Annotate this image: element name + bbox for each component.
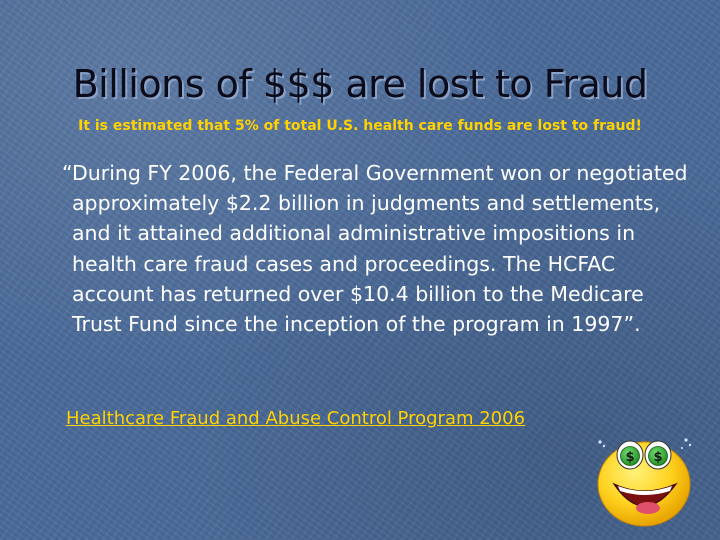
money-eyes-smiley-icon: $ $ xyxy=(597,438,692,527)
dollar-eye-right-icon: $ xyxy=(644,440,672,470)
source-link[interactable]: Healthcare Fraud and Abuse Control Progr… xyxy=(66,408,526,429)
quote-text: “During FY 2006, the Federal Government … xyxy=(62,161,688,337)
slide-subtitle: It is estimated that 5% of total U.S. he… xyxy=(78,118,642,134)
sparkle-icon xyxy=(598,438,692,449)
smiley-mouth-icon xyxy=(612,482,678,514)
slide-title: Billions of $$$ are lost to Fraud xyxy=(72,62,648,106)
svg-text:$: $ xyxy=(625,450,634,465)
svg-text:$: $ xyxy=(653,450,662,465)
dollar-eye-left-icon: $ xyxy=(616,440,644,470)
